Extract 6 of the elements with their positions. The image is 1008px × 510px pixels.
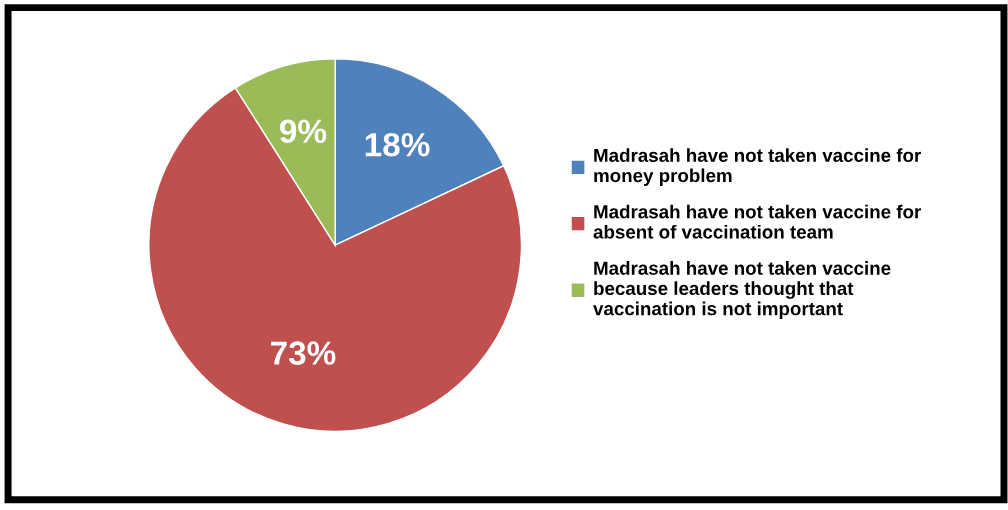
legend-label: Madrasah have not taken vaccine for absent of vaccination team xyxy=(593,204,921,239)
data-label: 18% xyxy=(365,132,430,157)
data-label: 73% xyxy=(271,341,336,365)
legend-label: Madrasah have not taken vaccine for money problem xyxy=(594,148,921,186)
legend-label: Madrasah have not taken vaccine because leaders thought that vaccination is not important xyxy=(593,261,891,320)
data-label: 9% xyxy=(280,119,327,144)
